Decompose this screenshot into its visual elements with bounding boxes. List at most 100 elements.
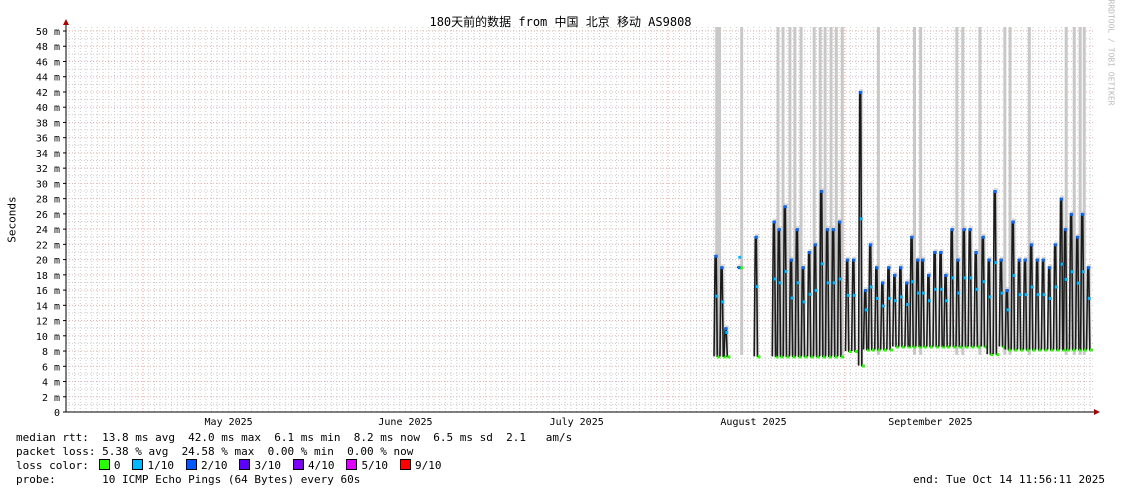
y-tick-label: 26 m bbox=[36, 210, 60, 221]
loss-marker-green bbox=[810, 355, 814, 359]
loss-marker-blue bbox=[802, 300, 806, 304]
smoke-band bbox=[737, 264, 742, 268]
y-tick-label: 32 m bbox=[36, 164, 60, 175]
loss-marker-green bbox=[861, 364, 865, 368]
peak-marker bbox=[1024, 258, 1028, 262]
loss-marker-blue bbox=[778, 281, 782, 285]
loss-marker-green bbox=[947, 345, 951, 349]
loss-color-item: 0 bbox=[98, 459, 121, 472]
loss-marker-green bbox=[1026, 348, 1030, 352]
loss-bar bbox=[876, 27, 880, 355]
loss-marker-green bbox=[984, 345, 988, 349]
peak-marker bbox=[754, 235, 758, 239]
y-tick-label: 2 m bbox=[42, 393, 60, 404]
loss-marker-green bbox=[816, 355, 820, 359]
peak-marker bbox=[905, 281, 909, 285]
loss-color-text: 1/10 bbox=[147, 459, 174, 472]
loss-marker-green bbox=[1020, 348, 1024, 352]
peak-marker bbox=[1081, 212, 1085, 216]
y-tick-label: 8 m bbox=[42, 347, 60, 358]
x-tick-label: May 2025 bbox=[205, 417, 253, 428]
loss-bar bbox=[1082, 27, 1086, 355]
loss-color-item: 5/10 bbox=[346, 459, 388, 472]
loss-marker-blue bbox=[796, 281, 800, 285]
loss-marker-blue bbox=[988, 295, 992, 299]
loss-marker-blue bbox=[864, 308, 868, 312]
y-tick-label: 30 m bbox=[36, 179, 60, 190]
color-swatch bbox=[292, 459, 304, 470]
y-tick-label: 18 m bbox=[36, 271, 60, 282]
loss-marker-green bbox=[913, 345, 917, 349]
loss-marker-blue bbox=[852, 293, 856, 297]
loss-marker-green bbox=[930, 345, 934, 349]
peak-marker bbox=[783, 205, 787, 209]
loss-marker-green bbox=[1083, 348, 1087, 352]
peak-marker bbox=[720, 266, 724, 270]
loss-bar bbox=[823, 27, 827, 355]
loss-marker-green bbox=[1044, 348, 1048, 352]
loss-marker-green bbox=[942, 345, 946, 349]
loss-bar bbox=[1064, 27, 1068, 355]
chart-title: 180天前的数据 from 中国 北京 移动 AS9808 bbox=[429, 15, 692, 29]
peak-marker bbox=[832, 228, 836, 232]
y-tick-label: 36 m bbox=[36, 134, 60, 145]
peak-marker bbox=[1036, 258, 1040, 262]
loss-marker-green bbox=[1079, 348, 1083, 352]
loss-marker-blue bbox=[951, 276, 955, 280]
loss-marker-green bbox=[822, 355, 826, 359]
loss-marker-blue bbox=[893, 299, 897, 303]
loss-color-text: 3/10 bbox=[254, 459, 281, 472]
loss-bar bbox=[978, 27, 982, 355]
loss-marker-blue bbox=[1018, 293, 1022, 297]
y-tick-label: 42 m bbox=[36, 88, 60, 99]
peak-marker bbox=[910, 235, 914, 239]
loss-marker-green bbox=[936, 345, 940, 349]
x-tick-label: July 2025 bbox=[550, 417, 604, 428]
loss-marker-blue bbox=[755, 285, 759, 289]
loss-color-text: 0 bbox=[113, 459, 121, 472]
loss-color-item: 1/10 bbox=[132, 459, 174, 472]
loss-marker-green bbox=[780, 355, 784, 359]
color-swatch bbox=[185, 459, 197, 470]
peak-marker bbox=[987, 258, 991, 262]
loss-bar bbox=[1003, 27, 1007, 355]
loss-marker-green bbox=[828, 355, 832, 359]
loss-bar bbox=[740, 27, 744, 355]
loss-marker-blue bbox=[1060, 262, 1064, 266]
color-swatch bbox=[132, 459, 144, 470]
loss-marker-green bbox=[884, 348, 888, 352]
legend-median-rtt: median rtt: 13.8 ms avg 42.0 ms max 6.1 … bbox=[16, 431, 573, 444]
loss-marker-blue bbox=[814, 288, 818, 292]
peak-marker bbox=[999, 258, 1003, 262]
loss-bar bbox=[829, 27, 833, 355]
loss-marker-green bbox=[804, 355, 808, 359]
y-tick-label: 14 m bbox=[36, 301, 60, 312]
peak-marker bbox=[772, 220, 776, 224]
peak-marker bbox=[777, 228, 781, 232]
legend-probe: probe: 10 ICMP Echo Pings (64 Bytes) eve… bbox=[16, 473, 361, 486]
loss-marker-blue bbox=[945, 299, 949, 303]
loss-marker-green bbox=[1066, 348, 1070, 352]
loss-color-text: 5/10 bbox=[361, 459, 388, 472]
peak-marker bbox=[956, 258, 960, 262]
loss-bar bbox=[1078, 27, 1082, 355]
y-tick-label: 20 m bbox=[36, 256, 60, 267]
peak-marker bbox=[790, 258, 794, 262]
loss-color-item: 4/10 bbox=[292, 459, 334, 472]
loss-bar bbox=[781, 27, 785, 355]
y-tick-label: 12 m bbox=[36, 317, 60, 328]
peak-marker bbox=[981, 235, 985, 239]
loss-bar bbox=[715, 27, 719, 355]
loss-bar bbox=[812, 27, 816, 355]
peak-marker bbox=[1064, 228, 1068, 232]
loss-marker-blue bbox=[982, 280, 986, 284]
loss-marker-blue bbox=[1030, 285, 1034, 289]
loss-marker-green bbox=[924, 345, 928, 349]
peak-marker bbox=[820, 190, 824, 194]
loss-marker-green bbox=[902, 345, 906, 349]
loss-marker-blue bbox=[899, 295, 903, 299]
loss-marker-green bbox=[786, 355, 790, 359]
peak-marker bbox=[939, 250, 943, 254]
peak-marker bbox=[808, 250, 812, 254]
loss-bar bbox=[961, 27, 965, 355]
